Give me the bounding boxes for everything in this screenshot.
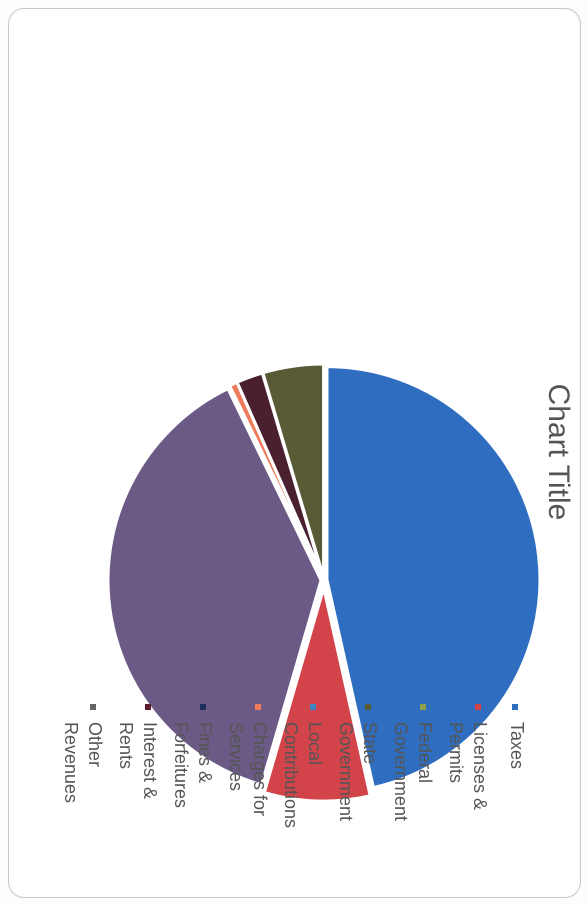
legend-label: Local	[305, 722, 325, 765]
legend-swatch	[255, 704, 261, 710]
legend-item-fines-forfeitures: Fines &Forfeitures	[171, 704, 215, 808]
legend-swatch	[145, 704, 151, 710]
chart-title: Chart Title	[542, 384, 575, 521]
pie-slice-other-revenues	[106, 386, 323, 787]
legend-item-interest-rents: Interest &Rents	[116, 704, 160, 799]
pie-slice-licenses-permits	[262, 587, 373, 803]
legend-label: State	[360, 722, 380, 764]
legend-label: Taxes	[507, 722, 527, 769]
legend-label: Other	[85, 722, 105, 767]
legend-swatch	[420, 704, 426, 710]
pie-slices	[106, 362, 542, 803]
legend-label: Licenses &	[470, 722, 490, 810]
legend-label: Rents	[116, 722, 136, 769]
legend-label: Charges for	[250, 722, 270, 816]
legend-label: Permits	[446, 722, 466, 783]
legend-label: Federal	[415, 722, 435, 783]
legend-item-licenses-permits: Licenses &Permits	[446, 704, 490, 810]
legend-label: Forfeitures	[171, 722, 191, 808]
legend-label: Revenues	[61, 722, 81, 803]
legend-swatch	[365, 704, 371, 710]
legend-swatch	[475, 704, 481, 710]
legend-label: Interest &	[140, 722, 160, 799]
legend-label: Contributions	[281, 722, 301, 828]
legend-label: Government	[391, 722, 411, 821]
legend-swatch	[200, 704, 206, 710]
legend-label: Fines &	[195, 722, 215, 783]
legend-swatch	[310, 704, 316, 710]
legend-label: Government	[336, 722, 356, 821]
legend-swatch	[90, 704, 96, 710]
pie-slice-state-government	[260, 362, 326, 578]
legend-swatch	[512, 704, 518, 710]
legend-label: Services	[226, 722, 246, 791]
pie-slice-taxes	[325, 365, 542, 790]
legend-item-taxes: Taxes	[507, 704, 527, 769]
